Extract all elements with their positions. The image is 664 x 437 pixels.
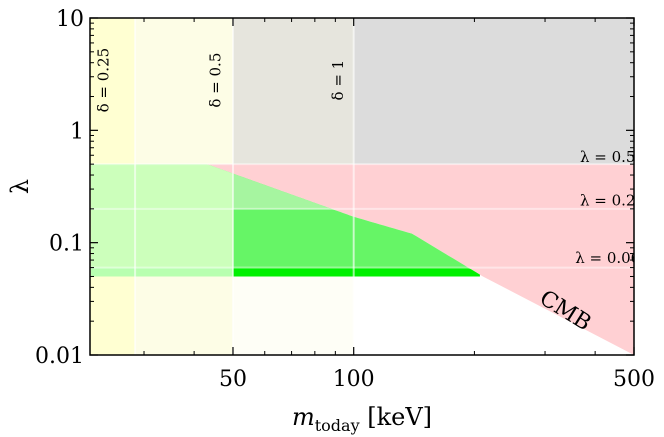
y-tick-label-0: 0.01: [35, 344, 84, 369]
green-bright-group: [232, 267, 480, 277]
y-axis-label: λ: [6, 179, 34, 194]
plot-area: δ = 0.25 δ = 0.5 δ = 1 λ = 0.5 λ = 0.2 λ = 0.…: [90, 18, 640, 355]
green-right-group: [353, 216, 480, 277]
x-tick-label-0: 50: [219, 367, 247, 392]
green-region-left-bottom: [91, 267, 233, 277]
plot-frame: [89, 17, 635, 356]
delta-label-2: δ = 1: [329, 60, 347, 101]
lambda-label-1: λ = 0.2: [580, 191, 635, 209]
lambda-label-2: λ = 0.06: [575, 249, 640, 267]
x-axis-label-sub: today: [315, 416, 360, 435]
x-axis-label-main: m: [292, 403, 315, 431]
y-tick-label-3: 10: [56, 7, 84, 32]
green-region-bright: [232, 267, 480, 277]
cmb-region: [90, 164, 634, 355]
gray-region-delta1: [232, 18, 354, 165]
green-region-left-upper: [91, 164, 233, 209]
y-tick-label-2: 1: [70, 119, 84, 144]
delta-label-0: δ = 0.25: [95, 48, 113, 113]
axes: 50 100 500 0.01 0.1 1 10 mtoday [keV] λ: [6, 7, 655, 435]
plot-clipped: δ = 0.25 δ = 0.5 δ = 1 λ = 0.5 λ = 0.2 λ = 0.…: [90, 18, 640, 355]
y-tick-label-1: 0.1: [49, 232, 84, 257]
x-tick-label-1: 100: [333, 367, 375, 392]
x-axis-label-unit: [keV]: [360, 403, 432, 431]
lambda-label-0: λ = 0.5: [580, 148, 635, 166]
x-axis-label: mtoday [keV]: [292, 403, 432, 435]
delta-label-1: δ = 0.5: [206, 53, 224, 108]
green-region-right: [353, 216, 480, 277]
x-tick-label-2: 500: [613, 367, 655, 392]
